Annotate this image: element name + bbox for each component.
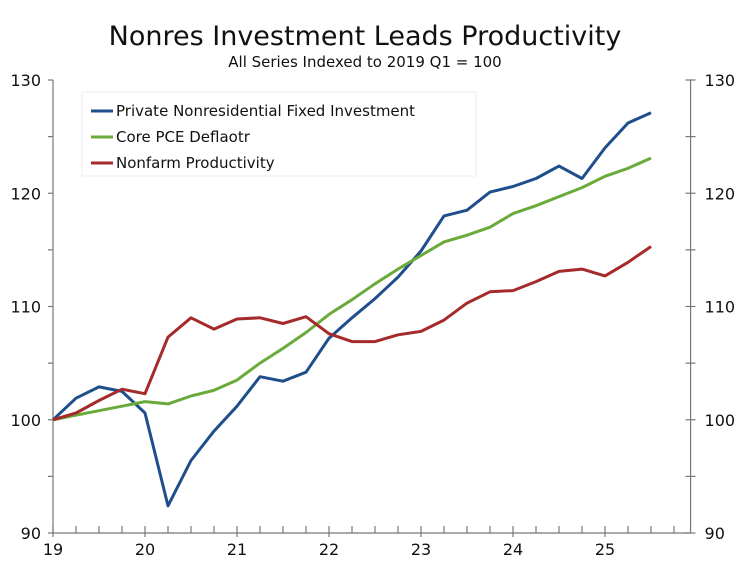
y-tick-label-left: 130 xyxy=(10,71,41,90)
axes: 90 100 110 120 130 90 100 110 120 130 19 20 21 22 23 24… xyxy=(10,71,735,559)
y-tick-label-left: 110 xyxy=(10,298,41,317)
y-tick-label-right: 100 xyxy=(705,411,736,430)
x-tick-label: 19 xyxy=(43,540,63,559)
series-line-0 xyxy=(51,111,652,508)
y-tick-label-right: 110 xyxy=(705,298,736,317)
x-tick-label: 25 xyxy=(595,540,615,559)
y-tick-label-right: 130 xyxy=(705,71,736,90)
x-tick-label: 22 xyxy=(319,540,339,559)
legend-label: Nonfarm Productivity xyxy=(116,154,275,172)
series-line-2 xyxy=(52,245,652,422)
legend-box xyxy=(81,91,477,177)
series-line-1 xyxy=(52,156,652,422)
chart-title: Nonres Investment Leads Productivity xyxy=(109,21,622,52)
x-tick-label: 23 xyxy=(411,540,431,559)
y-tick-label-left: 100 xyxy=(10,411,41,430)
x-tick-label: 20 xyxy=(135,540,155,559)
series-lines xyxy=(51,111,652,508)
y-tick-label-right: 120 xyxy=(705,184,736,203)
y-tick-label-left: 120 xyxy=(10,184,41,203)
legend: Private Nonresidential Fixed Investment C… xyxy=(81,91,477,177)
legend-label: Private Nonresidential Fixed Investment xyxy=(116,102,415,120)
y-tick-label-right: 90 xyxy=(705,524,725,543)
x-tick-label: 21 xyxy=(227,540,247,559)
legend-label: Core PCE Deflaotr xyxy=(116,128,251,146)
y-tick-label-left: 90 xyxy=(21,524,41,543)
chart-subtitle: All Series Indexed to 2019 Q1 = 100 xyxy=(228,53,501,71)
x-tick-label: 24 xyxy=(503,540,523,559)
